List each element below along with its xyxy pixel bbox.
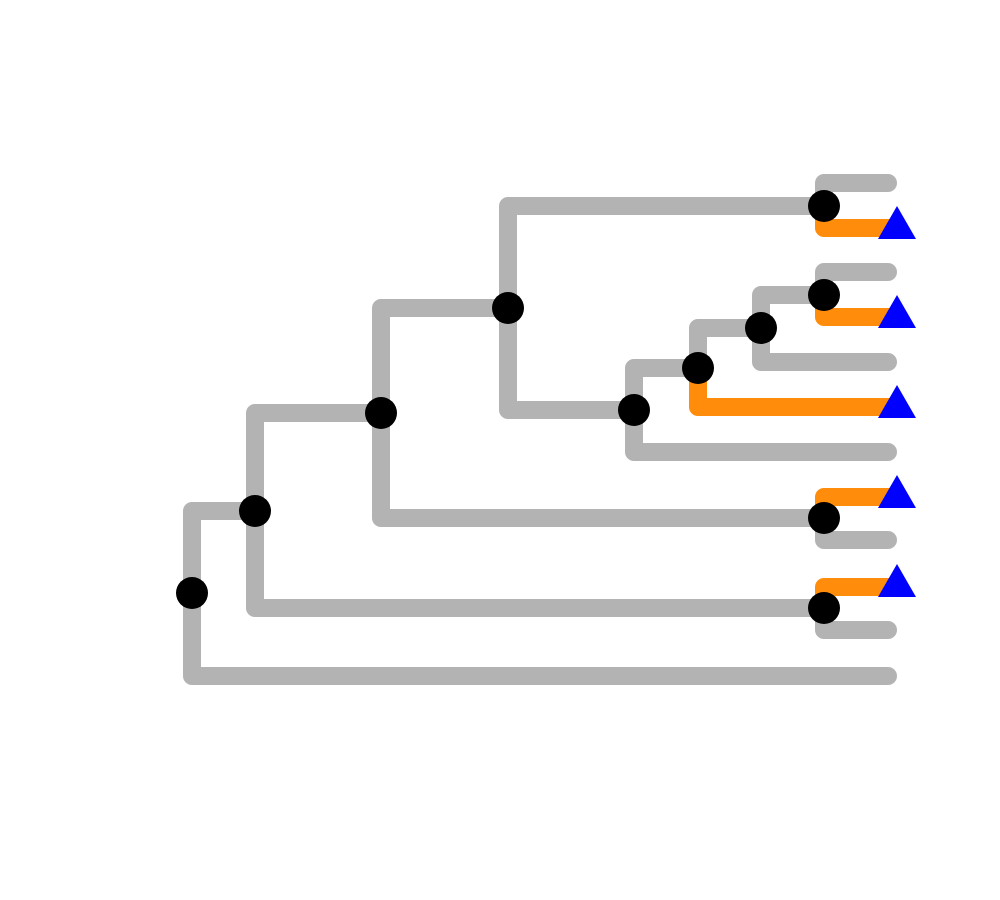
internal-node-a (239, 495, 271, 527)
internal-node-i (745, 312, 777, 344)
internal-node-e (808, 502, 840, 534)
internal-node-b (365, 397, 397, 429)
internal-node-g (618, 394, 650, 426)
internal-node-f (808, 190, 840, 222)
internal-node-j (808, 279, 840, 311)
internal-node-d (492, 292, 524, 324)
internal-node-c (808, 592, 840, 624)
root-node (176, 577, 208, 609)
internal-node-h (682, 352, 714, 384)
